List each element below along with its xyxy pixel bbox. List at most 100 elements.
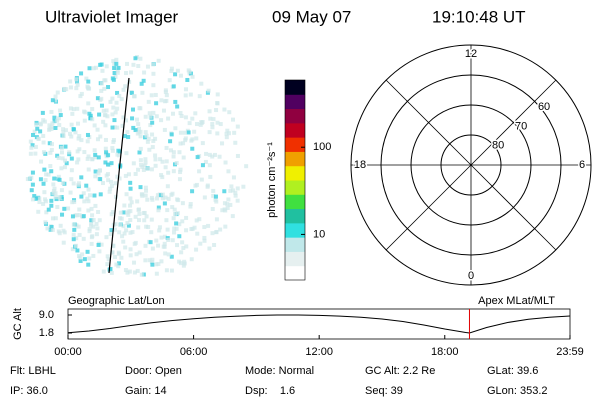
image-pixel	[62, 206, 67, 211]
image-pixel	[61, 130, 66, 135]
image-pixel	[143, 160, 148, 165]
image-pixel	[42, 119, 47, 124]
image-pixel	[121, 239, 126, 244]
image-pixel	[163, 251, 168, 256]
image-pixel	[136, 167, 141, 172]
image-pixel	[217, 154, 222, 159]
image-pixel	[147, 258, 152, 263]
image-pixel	[149, 230, 154, 235]
image-pixel	[95, 127, 100, 132]
image-pixel	[49, 198, 54, 203]
image-pixel	[169, 132, 174, 137]
image-pixel	[64, 161, 69, 166]
image-pixel	[51, 182, 56, 187]
image-pixel	[73, 213, 78, 218]
image-pixel	[98, 192, 103, 197]
image-pixel	[205, 184, 210, 189]
image-pixel	[230, 117, 235, 122]
image-pixel	[157, 225, 162, 230]
hour-label: 0	[468, 270, 474, 282]
image-pixel	[124, 151, 129, 156]
image-pixel	[59, 166, 64, 171]
image-pixel	[175, 211, 180, 216]
image-pixel	[66, 206, 71, 211]
image-pixel	[138, 185, 143, 190]
image-pixel	[116, 261, 121, 266]
image-pixel	[74, 236, 79, 241]
image-pixel	[104, 108, 109, 113]
color-step	[285, 222, 305, 238]
image-pixel	[124, 71, 129, 76]
image-pixel	[141, 167, 146, 172]
image-pixel	[165, 208, 170, 213]
image-pixel	[97, 112, 102, 117]
image-pixel	[106, 153, 111, 158]
image-pixel	[110, 148, 115, 153]
image-pixel	[218, 122, 223, 127]
image-pixel	[105, 262, 110, 267]
image-pixel	[181, 155, 186, 160]
image-pixel	[105, 162, 110, 167]
image-pixel	[53, 191, 58, 196]
image-pixel	[153, 136, 158, 141]
image-pixel	[190, 137, 195, 142]
image-pixel	[41, 201, 46, 206]
image-pixel	[67, 131, 72, 136]
image-pixel	[122, 203, 127, 208]
image-pixel	[144, 133, 149, 138]
image-pixel	[36, 136, 41, 141]
image-pixel	[148, 240, 153, 245]
date: 09 May 07	[272, 7, 351, 26]
image-pixel	[61, 240, 66, 245]
image-pixel	[87, 111, 92, 116]
info-field: IP: 36.0	[10, 385, 48, 397]
image-pixel	[133, 214, 138, 219]
image-pixel	[85, 139, 90, 144]
image-pixel	[53, 125, 58, 130]
image-pixel	[44, 210, 49, 215]
image-pixel	[71, 237, 76, 242]
image-pixel	[120, 123, 125, 128]
image-pixel	[98, 177, 103, 182]
image-pixel	[235, 186, 240, 191]
image-pixel	[207, 130, 212, 135]
image-pixel	[207, 152, 212, 157]
image-pixel	[178, 73, 183, 78]
image-pixel	[103, 123, 108, 128]
image-pixel	[165, 184, 170, 189]
image-pixel	[223, 224, 228, 229]
image-pixel	[109, 270, 114, 275]
image-pixel	[115, 174, 120, 179]
image-pixel	[119, 255, 124, 260]
image-pixel	[133, 128, 138, 133]
image-pixel	[135, 199, 140, 204]
image-pixel	[222, 107, 227, 112]
image-pixel	[233, 190, 238, 195]
image-pixel	[214, 108, 219, 113]
image-pixel	[172, 230, 177, 235]
image-pixel	[115, 106, 120, 111]
image-pixel	[153, 163, 158, 168]
image-pixel	[108, 231, 113, 236]
image-pixel	[87, 135, 92, 140]
image-pixel	[93, 174, 98, 179]
image-pixel	[110, 112, 115, 117]
image-pixel	[101, 119, 106, 124]
color-step	[285, 94, 305, 110]
image-pixel	[150, 132, 155, 137]
image-pixel	[180, 201, 185, 206]
image-pixel	[115, 90, 120, 95]
image-pixel	[134, 252, 139, 257]
image-pixel	[78, 258, 83, 263]
image-pixel	[48, 227, 53, 232]
image-pixel	[202, 235, 207, 240]
image-pixel	[211, 117, 216, 122]
image-pixel	[225, 205, 230, 210]
image-pixel	[170, 111, 175, 116]
image-pixel	[143, 114, 148, 119]
image-pixel	[122, 134, 127, 139]
image-pixel	[117, 93, 122, 98]
image-pixel	[187, 121, 192, 126]
image-pixel	[79, 138, 84, 143]
image-pixel	[226, 197, 231, 202]
